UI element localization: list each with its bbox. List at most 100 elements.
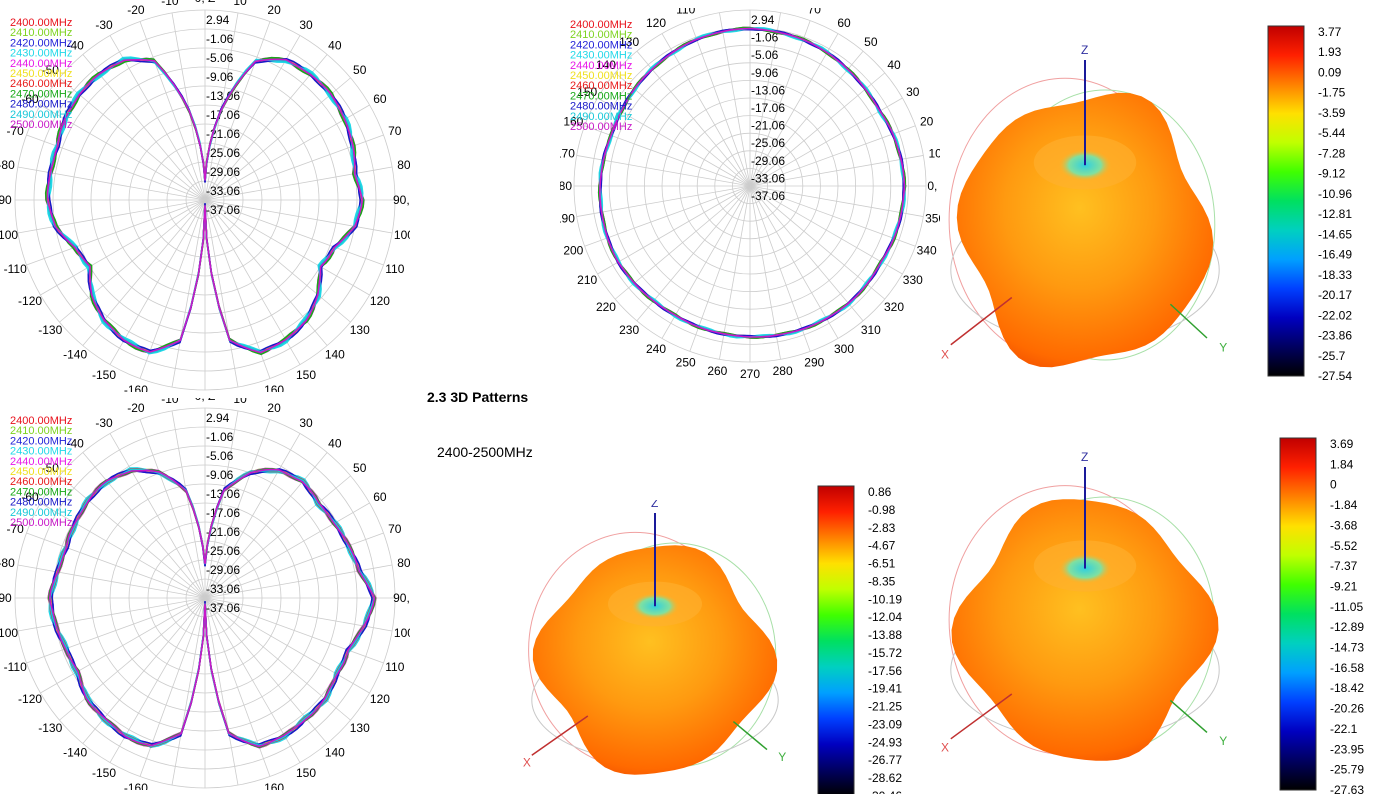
grid-spoke [749,20,811,187]
radial-tick-label: -9.06 [751,66,779,80]
radiation-surface [956,92,1214,368]
radial-tick-label: -13.06 [751,83,785,97]
angle-tick-label: 180 [560,179,572,193]
grid-spoke [614,185,751,300]
grid-spoke [661,33,751,187]
colorbar-tick-label: -8.35 [868,574,896,588]
angle-tick-label: -90 [0,193,12,207]
colorbar-tick-label: -12.81 [1318,207,1352,221]
angle-tick-label: 0, X [927,179,940,193]
colorbar-tick-label: -9.12 [1318,167,1346,181]
angle-tick-label: -30 [95,416,113,430]
radial-tick-label: -33.06 [206,184,240,198]
angle-tick-label: 60 [837,16,851,30]
legend-entry: 2480.00MHz [10,497,72,509]
grid-spoke [40,104,206,201]
colorbar-top-right: 3.77 1.93 0.09 -1.75 -3.59 -5.44 -7.28 -9.12 -10… [1267,25,1352,383]
radial-tick-label: -25.06 [206,146,240,160]
grid-spoke [204,410,239,599]
colorbar-tick-label: -7.37 [1330,559,1358,573]
colorbar-tick-label: 1.93 [1318,45,1342,59]
colorbar-tick-label: -3.59 [1318,106,1346,120]
angle-tick-label: 20 [267,401,281,415]
grid-spoke [59,475,206,599]
series-line [598,27,906,338]
x-axis [950,296,1013,346]
colorbar-tick-label: -25.79 [1330,763,1364,777]
legend-entry: 2480.00MHz [10,99,72,111]
angle-tick-label: -50 [42,461,60,475]
grid-spoke [204,475,351,599]
angle-tick-label: 100 [394,626,410,640]
radial-tick-label: -25.06 [751,136,785,150]
legend-entry: 2470.00MHz [10,88,72,100]
radial-tick-label: -37.06 [751,189,785,203]
colorbar-tick-label: -4.67 [868,539,896,553]
colorbar-tick-label: 3.69 [1330,437,1354,451]
angle-tick-label: 340 [917,243,937,257]
angle-tick-label: -150 [92,368,116,382]
radial-tick-label: -5.06 [206,51,234,65]
grid-spoke [204,419,271,599]
radial-tick-label: 2.94 [206,13,230,27]
colorbar-tick-label: -7.28 [1318,146,1346,160]
angle-tick-label: 40 [887,58,901,72]
grid-spoke [204,452,328,599]
angle-tick-label: 300 [834,342,854,356]
angle-tick-label: 350 [925,212,940,226]
colorbar-tick-label: -18.33 [1318,268,1352,282]
angle-tick-label: -140 [63,746,87,760]
legend-entry: 2420.00MHz [10,435,72,447]
polar-grid [14,407,396,789]
grid-spoke [59,597,206,721]
grid-spoke [17,199,206,234]
legend-entry: 2480.00MHz [570,101,632,113]
colorbar-tick-label: -3.68 [1330,518,1358,532]
grid-spoke [636,185,751,322]
colorbar-tick-label: -30.46 [868,789,902,794]
grid-spoke [204,199,271,379]
grid-spoke [204,433,301,599]
angle-tick-label: -30 [95,18,113,32]
legend-entry: 2420.00MHz [570,39,632,51]
colorbar-tick-label: -26.77 [868,753,902,767]
grid-spoke [749,33,839,187]
radial-tick-label: -9.06 [206,468,234,482]
angle-tick-label: 110 [385,262,404,276]
radial-tick-label: -33.06 [751,171,785,185]
colorbar-tick-label: -11.05 [1330,600,1363,614]
colorbar-tick-label: -14.73 [1330,641,1364,655]
colorbar-gradient [1267,25,1305,377]
angle-tick-label: -80 [0,158,15,172]
angle-tick-label: 150 [296,368,316,382]
legend: 2400.00MHz2410.00MHz2420.00MHz2430.00MHz… [10,17,72,131]
angle-tick-label: 230 [619,323,639,337]
colorbar-tick-label: -16.58 [1330,661,1364,675]
angle-tick-label: -100 [0,626,18,640]
angle-tick-label: 250 [676,356,696,370]
colorbar-tick-label: -20.26 [1330,702,1364,716]
angle-tick-label: 90, X [393,193,410,207]
grid-spoke [749,185,916,247]
angle-tick-label: 200 [563,243,583,257]
colorbar-gradient [817,485,855,794]
angle-tick-label: 40 [328,38,342,52]
grid-spoke [40,502,206,599]
colorbar-tick-label: -2.83 [868,521,896,535]
grid-spoke [719,12,751,187]
angle-tick-label: 80 [397,556,410,570]
angle-tick-label: 120 [370,692,390,706]
angle-tick-label: 10 [233,0,247,8]
grid-spoke [749,97,903,187]
angle-tick-label: 190 [560,212,575,226]
grid-spoke [26,597,206,664]
colorbar-tick-label: -15.72 [868,646,902,660]
colorbar-tick-label: -22.02 [1318,308,1352,322]
angle-tick-label: 130 [350,323,370,337]
grid-spoke [204,166,393,201]
legend-entry: 2430.00MHz [570,50,632,62]
angle-tick-label: 30 [299,18,313,32]
legend-entry: 2460.00MHz [570,80,632,92]
angle-tick-label: 50 [864,35,878,49]
angle-tick-label: 110 [385,660,404,674]
